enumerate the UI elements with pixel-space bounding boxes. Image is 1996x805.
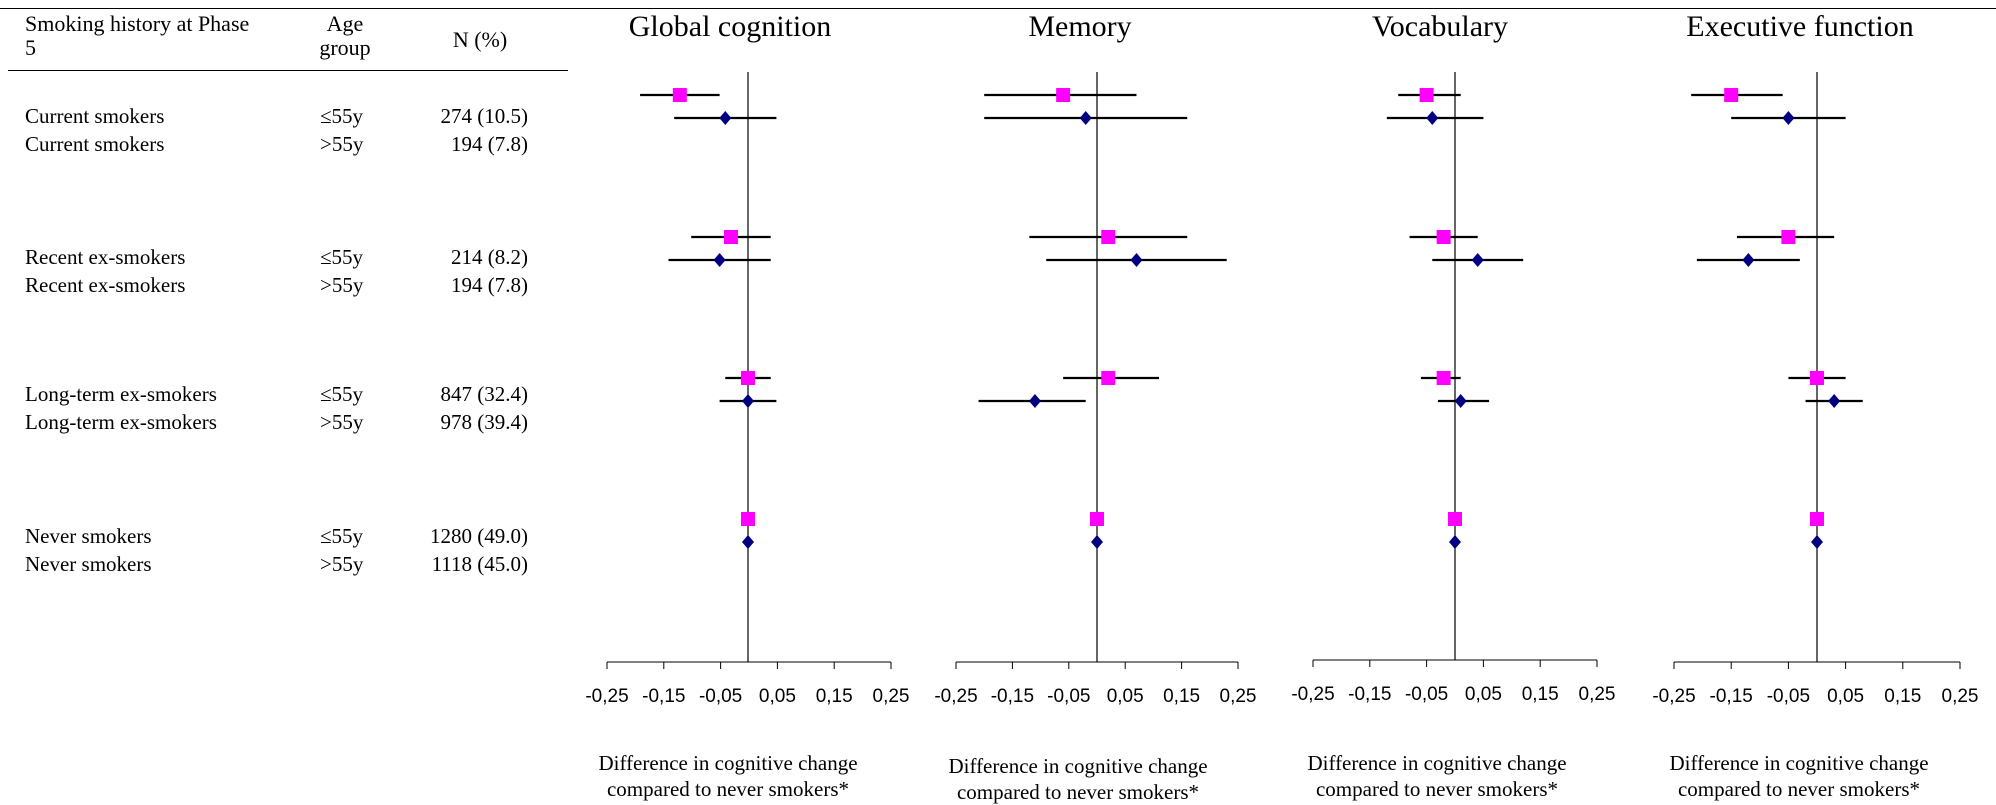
x-axis-tick-label: -0,05 bbox=[699, 686, 742, 707]
row-age-group: >55y bbox=[320, 410, 364, 434]
x-axis-tick-label: -0,05 bbox=[1767, 686, 1810, 707]
estimate-diamond-gt55 bbox=[713, 253, 726, 267]
row-age-group: ≤55y bbox=[320, 382, 364, 406]
x-axis-tick-label: 0,15 bbox=[1884, 686, 1921, 707]
x-axis-tick-label: 0,25 bbox=[1220, 686, 1257, 707]
header-rule bbox=[8, 70, 568, 71]
estimate-square-le55 bbox=[1056, 88, 1071, 102]
x-axis-label-memory: Difference in cognitive change compared … bbox=[948, 754, 1208, 804]
estimate-square-le55 bbox=[672, 88, 687, 102]
estimate-diamond-gt55 bbox=[1454, 394, 1467, 408]
row-smoking-history: Never smokers bbox=[25, 524, 152, 548]
row-smoking-history: Long-term ex-smokers bbox=[25, 410, 217, 434]
estimate-diamond-gt55 bbox=[1742, 253, 1755, 267]
row-smoking-history: Recent ex-smokers bbox=[25, 273, 186, 297]
estimate-square-le55 bbox=[1724, 88, 1739, 102]
x-axis-tick-label: 0,25 bbox=[873, 686, 910, 707]
estimate-diamond-gt55 bbox=[1449, 535, 1461, 549]
x-axis-label-vocabulary: Difference in cognitive change compared … bbox=[1307, 751, 1567, 801]
x-axis-tick-label: 0,25 bbox=[1579, 684, 1616, 705]
x-axis-tick-label: -0,15 bbox=[991, 686, 1034, 707]
x-axis-tick-label: 0,05 bbox=[759, 686, 796, 707]
row-n-percent: 194 (7.8) bbox=[451, 132, 528, 156]
row-n-percent: 1280 (49.0) bbox=[430, 524, 528, 548]
panel-title-vocabulary: Vocabulary bbox=[1371, 10, 1509, 43]
x-axis-tick-label: -0,15 bbox=[642, 686, 685, 707]
x-axis-tick-label: 0,05 bbox=[1827, 686, 1864, 707]
x-axis-tick-label: -0,15 bbox=[1710, 686, 1753, 707]
row-age-group: ≤55y bbox=[320, 245, 364, 269]
row-smoking-history: Recent ex-smokers bbox=[25, 245, 186, 269]
x-axis-tick-label: -0,05 bbox=[1047, 686, 1090, 707]
row-age-group: ≤55y bbox=[320, 104, 364, 128]
estimate-diamond-gt55 bbox=[742, 535, 754, 549]
estimate-diamond-gt55 bbox=[1782, 111, 1795, 125]
x-axis-tick-label: 0,25 bbox=[1942, 686, 1979, 707]
x-axis-tick-label: -0,25 bbox=[1291, 684, 1334, 705]
row-age-group: ≤55y bbox=[320, 524, 364, 548]
estimate-square-le55 bbox=[1448, 512, 1462, 526]
estimate-diamond-gt55 bbox=[1079, 111, 1092, 125]
x-axis-tick-label: -0,15 bbox=[1348, 684, 1391, 705]
estimate-square-le55 bbox=[723, 230, 738, 244]
header-n-percent: N (%) bbox=[452, 27, 508, 52]
header-smoking-history: Smoking history at Phase 5 bbox=[25, 11, 250, 60]
panel-title-executive-function: Executive function bbox=[1686, 10, 1914, 43]
estimate-square-le55 bbox=[1101, 371, 1116, 385]
row-n-percent: 978 (39.4) bbox=[440, 410, 529, 434]
row-n-percent: 274 (10.5) bbox=[440, 104, 529, 128]
row-n-percent: 194 (7.8) bbox=[451, 273, 528, 297]
estimate-diamond-gt55 bbox=[719, 111, 732, 125]
estimate-square-le55 bbox=[1436, 230, 1451, 244]
row-smoking-history: Never smokers bbox=[25, 552, 152, 576]
x-axis-tick-label: 0,05 bbox=[1107, 686, 1144, 707]
estimate-diamond-gt55 bbox=[1828, 394, 1841, 408]
estimate-square-le55 bbox=[1090, 512, 1104, 526]
x-axis-tick-label: -0,25 bbox=[934, 686, 977, 707]
estimate-square-le55 bbox=[1101, 230, 1116, 244]
estimate-square-le55 bbox=[1810, 512, 1824, 526]
header-age-group: Age group bbox=[319, 11, 371, 60]
row-smoking-history: Long-term ex-smokers bbox=[25, 382, 217, 406]
estimate-diamond-gt55 bbox=[742, 394, 754, 408]
estimate-diamond-gt55 bbox=[1130, 253, 1143, 267]
estimate-square-le55 bbox=[1436, 371, 1451, 385]
row-age-group: >55y bbox=[320, 273, 364, 297]
estimate-diamond-gt55 bbox=[1471, 253, 1484, 267]
x-axis-label-executive-function: Difference in cognitive change compared … bbox=[1669, 751, 1929, 801]
row-smoking-history: Current smokers bbox=[25, 104, 165, 128]
estimate-square-le55 bbox=[741, 512, 755, 526]
row-n-percent: 214 (8.2) bbox=[451, 245, 528, 269]
x-axis-tick-label: 0,05 bbox=[1465, 684, 1502, 705]
estimate-diamond-gt55 bbox=[1028, 394, 1041, 408]
panel-title-memory: Memory bbox=[1028, 10, 1132, 43]
estimate-square-le55 bbox=[1781, 230, 1796, 244]
x-axis-label-global-cognition: Difference in cognitive change compared … bbox=[598, 751, 858, 801]
estimate-square-le55 bbox=[741, 371, 755, 385]
x-axis-tick-label: 0,15 bbox=[1522, 684, 1559, 705]
estimate-diamond-gt55 bbox=[1426, 111, 1439, 125]
estimate-square-le55 bbox=[1810, 371, 1824, 385]
top-rule bbox=[0, 8, 1996, 9]
row-age-group: >55y bbox=[320, 132, 364, 156]
x-axis-tick-label: -0,25 bbox=[1652, 686, 1695, 707]
estimate-square-le55 bbox=[1419, 88, 1434, 102]
x-axis-tick-label: 0,15 bbox=[816, 686, 853, 707]
panel-title-global-cognition: Global cognition bbox=[628, 10, 832, 43]
row-age-group: >55y bbox=[320, 552, 364, 576]
x-axis-tick-label: -0,05 bbox=[1405, 684, 1448, 705]
row-n-percent: 847 (32.4) bbox=[440, 382, 529, 406]
estimate-diamond-gt55 bbox=[1811, 535, 1823, 549]
x-axis-tick-label: 0,15 bbox=[1163, 686, 1200, 707]
estimate-diamond-gt55 bbox=[1091, 535, 1103, 549]
row-n-percent: 1118 (45.0) bbox=[431, 552, 528, 576]
row-smoking-history: Current smokers bbox=[25, 132, 165, 156]
x-axis-tick-label: -0,25 bbox=[585, 686, 628, 707]
